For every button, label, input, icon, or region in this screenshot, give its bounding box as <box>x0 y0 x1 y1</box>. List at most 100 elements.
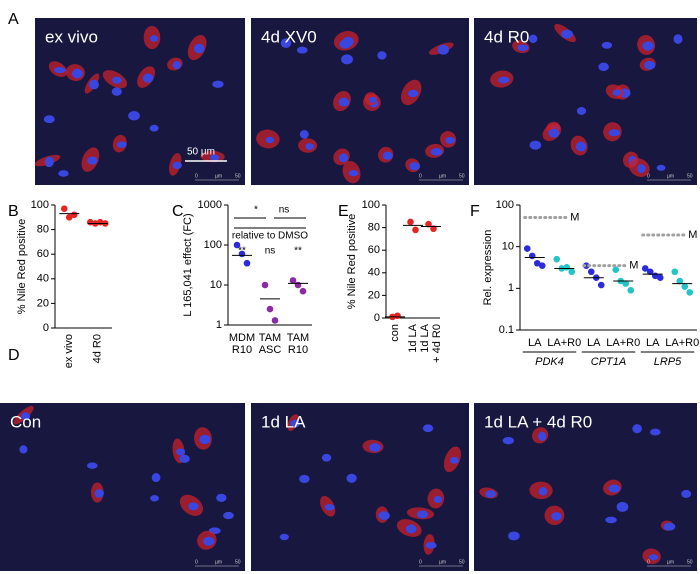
nucleus <box>128 111 140 121</box>
data-point <box>671 268 679 276</box>
nucleus <box>112 76 122 84</box>
y-tick-label: 0.1 <box>499 324 514 336</box>
y-tick-label: 100 <box>496 199 514 211</box>
data-point <box>65 214 73 221</box>
data-point <box>70 211 78 219</box>
data-point <box>622 280 630 287</box>
data-point <box>528 252 536 260</box>
nucleus <box>561 29 573 39</box>
data-point <box>394 312 401 320</box>
nucleus <box>280 38 292 49</box>
nucleus <box>612 89 621 96</box>
micrograph: Con 0 µm 50 <box>0 403 245 571</box>
image-label: ex vivo <box>45 27 98 46</box>
nucleus <box>87 156 98 165</box>
data-point <box>430 225 437 233</box>
y-axis-label: L 165,041 effect (FC) <box>182 213 194 316</box>
nucleus <box>179 454 190 463</box>
nucleus <box>338 97 350 107</box>
image-background <box>474 18 697 185</box>
nucleus <box>369 443 381 452</box>
data-point <box>60 205 68 212</box>
data-point <box>299 287 307 295</box>
nucleus <box>637 164 646 174</box>
x-tick-label: LA <box>587 337 601 349</box>
nucleus <box>608 129 621 137</box>
nucleus <box>498 76 510 84</box>
panel-letter: F <box>470 203 480 220</box>
nucleus <box>437 44 450 55</box>
nucleus <box>265 136 275 144</box>
data-point <box>681 283 689 290</box>
nucleus <box>642 41 654 51</box>
nucleus <box>111 87 122 96</box>
nucleus <box>656 164 666 171</box>
data-point <box>425 220 432 228</box>
reference-label: M <box>688 229 697 241</box>
panel-letter: A <box>8 11 19 28</box>
nucleus <box>673 34 683 44</box>
nucleus <box>45 156 54 167</box>
annotation: ns <box>279 205 290 216</box>
y-tick-label: 60 <box>368 244 380 256</box>
data-point <box>289 277 297 284</box>
nucleus <box>377 51 387 60</box>
nucleus <box>575 141 587 152</box>
scale-label: µm <box>439 173 446 179</box>
y-tick-label: 10 <box>210 279 222 291</box>
data-point <box>568 268 576 276</box>
panel-letter: D <box>8 347 20 364</box>
nucleus <box>210 154 220 161</box>
x-tick-label: LA <box>528 337 542 349</box>
nucleus <box>151 473 161 483</box>
x-tick-label: + 4d R0 <box>431 324 443 363</box>
nucleus <box>378 511 390 521</box>
nucleus <box>548 128 560 138</box>
scale-label: 0 <box>647 173 650 179</box>
nucleus <box>649 428 661 436</box>
micrograph: 4d XV0 0 µm 50 <box>251 18 469 185</box>
data-point <box>266 305 274 313</box>
y-axis-label: Rel. expression <box>482 230 494 306</box>
nucleus <box>368 96 377 103</box>
y-tick-label: 80 <box>37 224 49 236</box>
nucleus <box>188 502 199 511</box>
nucleus <box>538 431 547 441</box>
group-label: LRP5 <box>654 356 682 368</box>
micrograph: 1d LA 0 µm 50 <box>251 403 469 571</box>
nucleus <box>150 494 159 502</box>
x-tick-label: LA+R0 <box>547 337 581 349</box>
y-tick-label: 100 <box>31 199 49 211</box>
y-tick-label: 1 <box>216 319 222 331</box>
x-tick-label: 4d R0 <box>92 334 104 363</box>
y-tick-label: 1000 <box>198 199 222 211</box>
nucleus <box>223 511 234 520</box>
nucleus <box>608 484 621 493</box>
x-tick-label: MDM <box>229 332 255 344</box>
nucleus <box>324 504 335 511</box>
data-point <box>676 277 684 285</box>
data-point <box>656 274 664 281</box>
nucleus <box>346 473 357 483</box>
y-tick-label: 10 <box>502 241 514 253</box>
nucleus <box>517 44 529 51</box>
reference-label: M <box>629 260 638 272</box>
nucleus <box>485 490 496 498</box>
y-tick-label: 100 <box>362 199 380 211</box>
nucleus <box>529 140 542 150</box>
nucleus <box>43 115 55 124</box>
nucleus <box>598 62 609 72</box>
image-label: 4d R0 <box>484 27 529 46</box>
x-tick-label: TAM <box>259 332 281 344</box>
x-tick-label: LA+R0 <box>665 337 699 349</box>
nucleus <box>116 141 127 148</box>
annotation: ** <box>238 246 246 257</box>
image-label: Con <box>10 412 41 431</box>
nucleus <box>450 456 459 464</box>
group-label: CPT1A <box>591 356 626 368</box>
nucleus <box>406 524 417 534</box>
nucleus <box>502 436 514 445</box>
nucleus <box>348 170 359 177</box>
nucleus <box>409 162 420 171</box>
nucleus <box>538 487 548 496</box>
